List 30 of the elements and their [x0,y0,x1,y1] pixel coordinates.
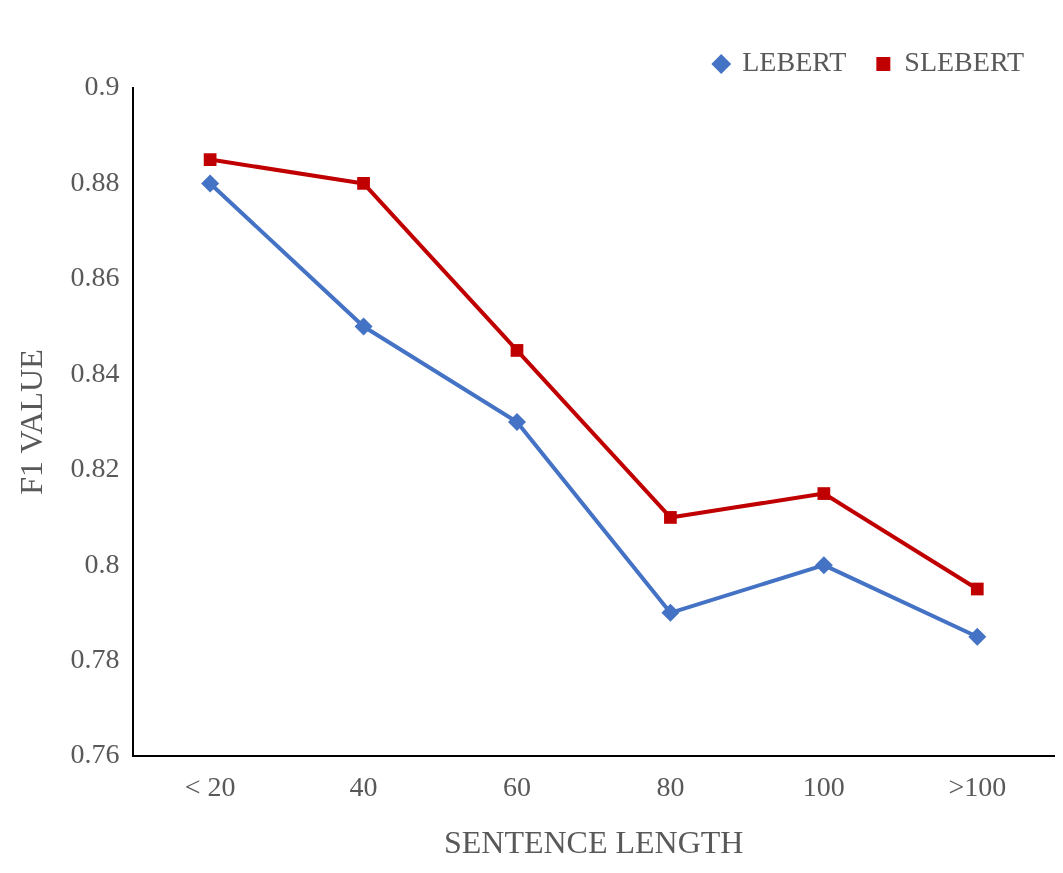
point [507,413,526,431]
x-tick-label: 60 [502,771,531,803]
y-tick-label: 0.88 [70,165,120,197]
point [357,177,370,190]
legend-label: LEBERT [742,46,847,78]
y-tick-label: 0.9 [84,70,120,102]
point [203,153,217,166]
y-tick-label: 0.78 [70,642,120,674]
point [664,511,677,524]
point [968,627,987,646]
point [201,174,220,193]
legend-label: SLEBERT [904,46,1024,78]
y-tick-label: 0.76 [70,738,120,770]
x-tick-label: < 20 [184,771,236,803]
point [661,603,680,622]
point [510,344,524,357]
point [814,556,833,575]
point [817,487,831,500]
x-axis-title: SENTENCE LENGTH [443,824,744,861]
x-tick-label: 100 [802,771,845,803]
x-tick-label: 80 [656,771,685,803]
x-tick-label: >100 [948,771,1007,803]
y-tick-label: 0.86 [70,261,120,293]
y-tick-label: 0.84 [70,356,120,388]
point [354,317,373,336]
y-tick-label: 0.8 [84,547,120,579]
y-axis-title: F1 VALUE [12,349,49,495]
point [970,582,984,596]
y-tick-label: 0.82 [70,452,120,484]
x-tick-label: 40 [349,771,378,803]
